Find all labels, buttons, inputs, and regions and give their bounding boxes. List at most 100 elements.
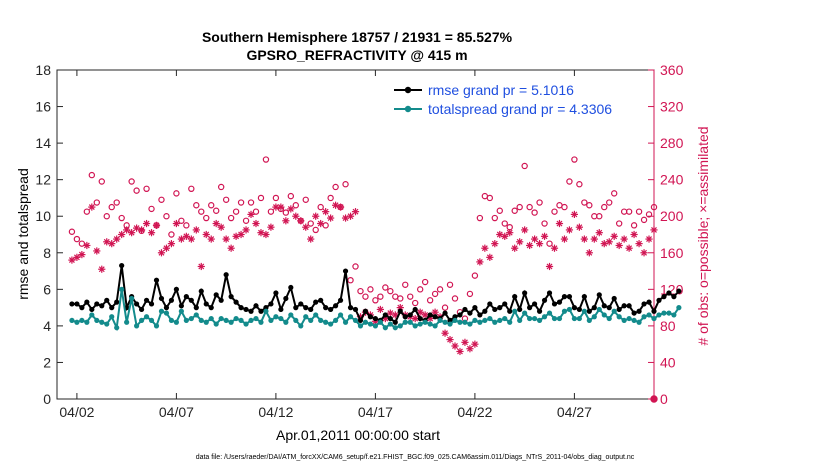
- totalspread-point: [208, 315, 214, 322]
- x-tick-label: 04/12: [258, 404, 293, 420]
- obs-assimilated-point: [481, 244, 489, 252]
- totalspread-point: [143, 314, 150, 320]
- obs-possible-point: [367, 286, 374, 293]
- obs-possible-point: [387, 287, 394, 295]
- obs-assimilated-point: [152, 221, 161, 229]
- obs-assimilated-point: [113, 235, 121, 243]
- totalspread-point: [188, 315, 194, 322]
- obs-possible-point: [615, 220, 623, 227]
- totalspread-point: [661, 310, 667, 316]
- rmse-point: [333, 303, 339, 309]
- totalspread-point: [581, 308, 587, 314]
- totalspread-point: [651, 315, 657, 322]
- totalspread-point: [382, 325, 388, 331]
- rmse-point: [362, 308, 369, 314]
- obs-assimilated-point: [68, 256, 76, 264]
- rmse-point: [138, 306, 145, 313]
- totalspread-point: [452, 317, 458, 324]
- totalspread-point: [502, 315, 508, 322]
- obs-possible-point: [357, 287, 364, 295]
- obs-assimilated-point: [252, 219, 260, 228]
- obs-assimilated-point: [545, 262, 554, 271]
- obs-possible-point: [571, 156, 578, 163]
- rmse-point: [208, 305, 214, 311]
- y-left-tick-label: 0: [43, 391, 51, 407]
- obs-assimilated-point: [227, 244, 235, 252]
- obs-assimilated-point: [615, 241, 623, 250]
- rmse-point: [283, 295, 289, 302]
- rmse-point: [293, 305, 299, 311]
- obs-assimilated-point: [595, 229, 603, 237]
- obs-possible-point: [536, 199, 543, 206]
- rmse-point: [318, 297, 324, 303]
- obs-assimilated-point: [302, 223, 310, 231]
- obs-possible-point: [237, 199, 245, 206]
- totalspread-point: [109, 314, 115, 320]
- totalspread-point: [84, 319, 90, 325]
- totalspread-point: [546, 310, 553, 316]
- rmse-point: [119, 262, 125, 269]
- totalspread-point: [561, 308, 568, 314]
- obs-possible-point: [148, 205, 155, 213]
- obs-assimilated-point: [162, 244, 171, 252]
- obs-assimilated-point: [83, 241, 91, 250]
- obs-assimilated-point: [142, 219, 151, 228]
- obs-possible-point: [262, 156, 270, 163]
- obs-possible-point: [521, 162, 528, 170]
- totalspread-point: [129, 295, 135, 302]
- totalspread-point: [273, 314, 279, 320]
- rmse-point: [173, 286, 179, 292]
- obs-assimilated-point: [157, 249, 166, 257]
- obs-possible-point: [650, 203, 658, 211]
- obs-assimilated-point: [620, 235, 628, 243]
- obs-assimilated-point: [625, 244, 633, 252]
- totalspread-point: [402, 319, 408, 325]
- totalspread-point: [556, 315, 563, 322]
- totalspread-point: [621, 317, 627, 324]
- obs-possible-point: [163, 213, 170, 220]
- totalspread-point: [656, 312, 662, 318]
- y-right-tick-label: 160: [660, 245, 684, 261]
- rmse-point: [402, 314, 408, 320]
- obs-possible-point: [630, 222, 638, 229]
- obs-assimilated-point: [267, 223, 275, 231]
- rmse-point: [631, 310, 637, 316]
- obs-assimilated-point: [575, 223, 583, 231]
- obs-possible-point: [208, 202, 215, 209]
- rmse-point: [308, 306, 314, 313]
- totalspread-point: [631, 317, 637, 324]
- obs-possible-point: [501, 220, 508, 227]
- rmse-point: [546, 290, 553, 296]
- obs-possible-point: [516, 203, 523, 211]
- rmse-point: [556, 299, 563, 305]
- rmse-point: [288, 284, 294, 291]
- data-file-footnote: data file: /Users/raeder/DAI/ATM_forcXX/…: [196, 454, 635, 461]
- obs-possible-point: [143, 185, 150, 193]
- obs-assimilated-point: [247, 210, 255, 218]
- totalspread-point: [646, 312, 652, 318]
- rmse-point: [581, 294, 587, 300]
- totalspread-point: [79, 317, 85, 324]
- obs-assimilated-point: [307, 235, 315, 243]
- obs-possible-point: [287, 192, 295, 200]
- rmse-point: [442, 310, 448, 316]
- obs-assimilated-point: [486, 253, 494, 261]
- totalspread-point: [497, 317, 503, 324]
- totalspread-point: [258, 319, 264, 325]
- totalspread-point: [288, 312, 294, 318]
- totalspread-point: [248, 317, 254, 324]
- rmse-point: [447, 317, 453, 324]
- rmse-point: [268, 301, 274, 307]
- y-left-tick-label: 6: [43, 281, 51, 297]
- obs-possible-point: [397, 295, 404, 302]
- totalspread-point: [313, 312, 319, 318]
- totalspread-point: [198, 317, 204, 324]
- obs-assimilated-point: [645, 235, 653, 243]
- obs-possible-point: [416, 286, 424, 293]
- obs-assimilated-point: [292, 212, 300, 220]
- obs-assimilated-point: [167, 240, 176, 248]
- rmse-point: [347, 305, 354, 311]
- totalspread-point: [89, 312, 95, 318]
- rmse-point: [551, 301, 558, 307]
- totalspread-point: [477, 319, 483, 325]
